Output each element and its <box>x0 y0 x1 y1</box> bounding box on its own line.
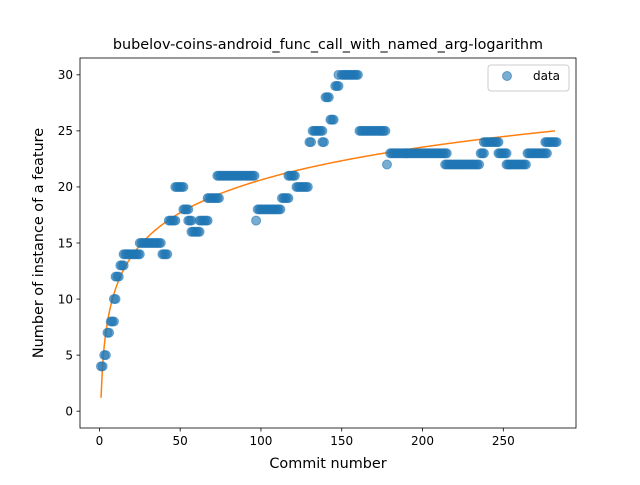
x-axis-label: Commit number <box>269 456 386 472</box>
data-point <box>381 159 392 170</box>
data-point <box>118 260 129 271</box>
data-point <box>113 271 124 282</box>
data-point <box>541 148 552 159</box>
data-point <box>134 249 145 260</box>
data-point <box>333 81 344 92</box>
legend-label-data: data <box>533 69 560 83</box>
data-point <box>275 204 286 215</box>
data-point <box>323 92 334 103</box>
legend: data <box>487 64 570 92</box>
data-point <box>318 137 329 148</box>
data-point <box>110 294 121 305</box>
data-point <box>328 114 339 125</box>
data-points-layer <box>96 69 562 372</box>
data-point <box>104 327 115 338</box>
y-tick-label: 25 <box>58 124 73 138</box>
y-tick-label: 0 <box>65 404 73 418</box>
x-tick-label: 50 <box>173 434 188 448</box>
y-tick-label: 15 <box>58 236 73 250</box>
chart-title: bubelov-coins-android_func_call_with_nam… <box>113 37 543 53</box>
data-point <box>380 125 391 136</box>
data-point <box>352 69 363 80</box>
data-point <box>302 181 313 192</box>
fit-line <box>100 130 556 398</box>
y-tick-label: 30 <box>58 68 73 82</box>
x-tick-label: 150 <box>330 434 353 448</box>
data-point <box>493 137 504 148</box>
x-tick-label: 0 <box>96 434 104 448</box>
data-point <box>306 137 317 148</box>
data-point <box>474 159 485 170</box>
data-point <box>183 204 194 215</box>
x-tick-label: 100 <box>249 434 272 448</box>
data-point <box>289 170 300 181</box>
data-point <box>478 148 489 159</box>
data-point <box>441 148 452 159</box>
y-ticks: 0 5 10 15 20 25 30 <box>58 68 80 418</box>
data-point <box>162 249 173 260</box>
data-point <box>155 238 166 248</box>
legend-marker <box>502 71 512 81</box>
data-point <box>501 148 512 159</box>
data-point <box>551 137 562 148</box>
data-point <box>213 193 224 204</box>
data-point <box>100 350 111 361</box>
data-point <box>194 226 205 237</box>
data-point <box>170 215 181 226</box>
data-point <box>97 361 108 372</box>
x-ticks: 0 50 100 150 200 250 <box>96 428 515 448</box>
data-point <box>520 159 531 170</box>
x-tick-label: 200 <box>411 434 434 448</box>
y-tick-label: 10 <box>58 292 73 306</box>
y-tick-label: 5 <box>65 348 73 362</box>
data-point <box>178 181 189 192</box>
x-tick-label: 250 <box>492 434 515 448</box>
data-point <box>251 215 262 226</box>
data-point <box>249 170 260 181</box>
y-axis-label: Number of instance of a feature <box>31 128 47 358</box>
fit-line-layer <box>100 130 556 398</box>
data-point <box>283 193 294 204</box>
data-point <box>202 215 213 226</box>
data-point <box>317 125 328 136</box>
data-point <box>108 316 119 327</box>
y-tick-label: 20 <box>58 180 73 194</box>
